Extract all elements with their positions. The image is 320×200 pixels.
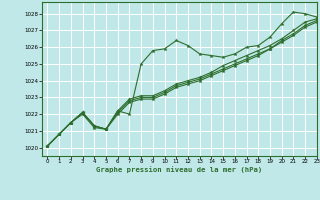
- X-axis label: Graphe pression niveau de la mer (hPa): Graphe pression niveau de la mer (hPa): [96, 166, 262, 173]
